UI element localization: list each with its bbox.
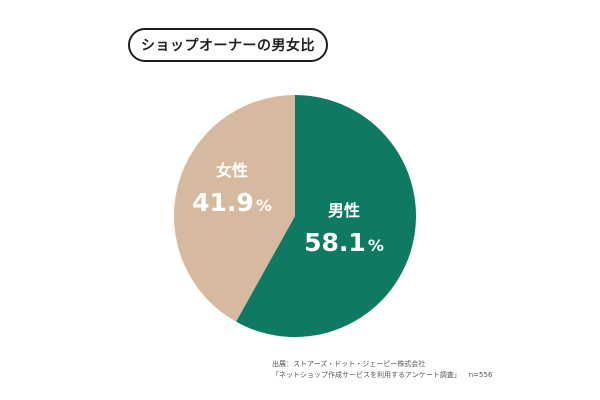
sample-size: n=556 [468,371,493,379]
pie-slice-female [173,95,295,322]
source-note: 出展：ストアーズ・ドット・ジェーピー株式会社 「ネットショップ作成サービスを利用… [272,359,492,381]
chart-title-text: ショップオーナーの男女比 [141,38,315,54]
pie-labels: 男性 58.1 % 女性 41.9% [192,161,384,257]
pie-slices [173,95,416,337]
slice-name-label: 男性 [328,201,360,220]
source-line-1: 出展：ストアーズ・ドット・ジェーピー株式会社 [272,360,426,368]
slice-value-label: 58.1% [304,228,384,257]
slice-value-label: 41.9% [192,188,272,217]
chart-title: ショップオーナーの男女比 [128,28,328,62]
pie-slice-male [236,95,416,337]
slice-name-label: 女性 [216,161,248,180]
source-line-2: 「ネットショップ作成サービスを利用するアンケート調査」 n=556 [272,370,492,381]
source-survey-name: 「ネットショップ作成サービスを利用するアンケート調査」 [272,371,461,379]
